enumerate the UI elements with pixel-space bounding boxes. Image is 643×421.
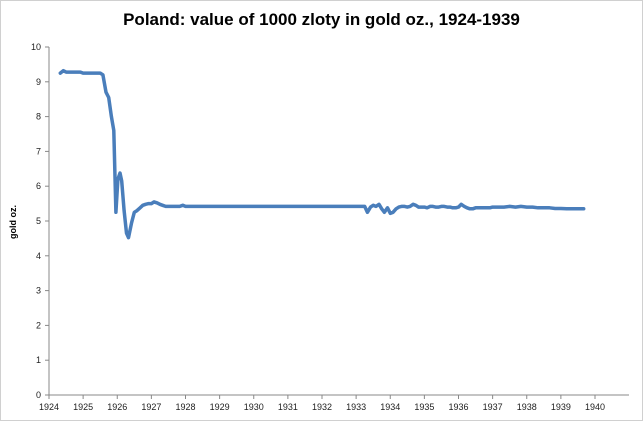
y-tick-label: 6 — [36, 181, 41, 191]
y-axis-title-text: gold oz. — [8, 205, 18, 239]
series-line — [58, 68, 586, 240]
y-axis-ticks: 0 1 2 3 4 5 6 7 8 9 10 — [31, 42, 49, 400]
x-tick-label: 1940 — [585, 402, 605, 412]
x-tick-label: 1937 — [483, 402, 503, 412]
y-tick-label: 5 — [36, 216, 41, 226]
y-tick-label: 8 — [36, 112, 41, 122]
x-tick-label: 1935 — [414, 402, 434, 412]
x-tick-label: 1929 — [210, 402, 230, 412]
x-tick-label: 1926 — [107, 402, 127, 412]
x-tick-label: 1939 — [551, 402, 571, 412]
x-tick-label: 1925 — [73, 402, 93, 412]
y-tick-label: 3 — [36, 286, 41, 296]
series-layer — [58, 68, 586, 240]
x-tick-label: 1934 — [380, 402, 400, 412]
x-tick-label: 1938 — [517, 402, 537, 412]
y-tick-label: 2 — [36, 320, 41, 330]
y-axis-title: gold oz. — [8, 205, 18, 239]
chart-title: Poland: value of 1000 zloty in gold oz.,… — [123, 10, 520, 29]
y-tick-label: 10 — [31, 42, 41, 52]
x-tick-label: 1928 — [175, 402, 195, 412]
y-tick-label: 0 — [36, 390, 41, 400]
y-tick-label: 1 — [36, 355, 41, 365]
y-tick-label: 4 — [36, 251, 41, 261]
x-axis-ticks: 1924 1925 1926 1927 1928 1929 1930 1931 1932 1933… — [39, 395, 605, 412]
x-tick-label: 1924 — [39, 402, 59, 412]
y-tick-label: 9 — [36, 77, 41, 87]
x-tick-label: 1932 — [312, 402, 332, 412]
x-tick-label: 1933 — [346, 402, 366, 412]
x-tick-label: 1931 — [278, 402, 298, 412]
y-tick-label: 7 — [36, 146, 41, 156]
x-tick-label: 1927 — [141, 402, 161, 412]
x-tick-label: 1930 — [244, 402, 264, 412]
x-tick-label: 1936 — [448, 402, 468, 412]
